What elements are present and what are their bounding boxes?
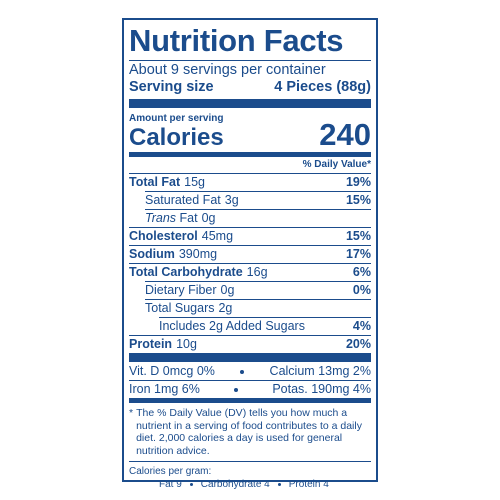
bullet — [277, 483, 281, 486]
daily-value-header: % Daily Value* — [302, 159, 371, 170]
nutrient-text: Saturated Fat 3g — [145, 192, 239, 209]
calories-per-gram-item: Fat 9 — [159, 479, 182, 490]
nutrient-row: Total Fat 15g 19% — [129, 173, 371, 191]
nutrient-dv: 4% — [352, 319, 371, 333]
vitamin-row: Iron 1mg 6% Potas. 190mg 4% — [129, 380, 371, 398]
nutrient-text: Protein 10g — [129, 336, 197, 353]
calories-row: Calories 240 — [129, 117, 371, 152]
nutrient-amount: 2g — [218, 301, 233, 315]
nutrient-amount: 3g — [224, 193, 239, 207]
nutrient-name: Protein — [129, 337, 173, 351]
nutrient-row: Dietary Fiber 0g 0% — [145, 281, 371, 299]
nutrient-dv: 19% — [345, 175, 371, 189]
medium-bar — [129, 398, 371, 403]
nutrient-dv: 6% — [352, 265, 371, 279]
calories-per-gram-item: Protein 4 — [288, 479, 329, 490]
calories-value: 240 — [319, 117, 371, 152]
serving-size-value: 4 Pieces (88g) — [274, 79, 371, 95]
vitamin-row: Vit. D 0mcg 0% Calcium 13mg 2% — [129, 363, 371, 380]
nutrient-name: Total Carbohydrate — [129, 265, 243, 279]
nutrient-text: Cholesterol 45mg — [129, 228, 233, 245]
nutrient-dv: 17% — [345, 247, 371, 261]
nutrient-text: Total Fat 15g — [129, 174, 205, 191]
nutrient-dv: 15% — [345, 229, 371, 243]
footnote: * The % Daily Value (DV) tells you how m… — [129, 403, 371, 461]
nutrient-name: Total Sugars — [145, 301, 215, 315]
vitamin: Calcium 13mg 2% — [269, 364, 371, 378]
nutrient-name-italic: Trans — [145, 211, 177, 225]
medium-bar — [129, 152, 371, 157]
calories-per-gram: Calories per gram: Fat 9 Carbohydrate 4 … — [129, 462, 371, 491]
nutrient-row: Includes 2g Added Sugars 4% — [159, 317, 371, 335]
nutrient-amount: 390mg — [178, 247, 218, 261]
vitamin: Vit. D 0mcg 0% — [129, 364, 215, 378]
nutrient-dv: 0% — [352, 283, 371, 297]
nutrient-row: Saturated Fat 3g 15% — [145, 191, 371, 209]
nutrient-row: Protein 10g 20% — [129, 335, 371, 353]
nutrient-amount: 45mg — [201, 229, 234, 243]
nutrient-amount: 10g — [176, 337, 197, 351]
nutrient-row: Total Carbohydrate 16g 6% — [129, 263, 371, 281]
calories-label: Calories — [129, 124, 224, 151]
nutrient-row: Cholesterol 45mg 15% — [129, 227, 371, 245]
nutrient-name: Sodium — [129, 247, 175, 261]
nutrient-name: Fat — [179, 211, 198, 225]
thick-bar — [129, 353, 371, 362]
nutrient-dv: 15% — [345, 193, 371, 207]
amount-per-serving: Amount per serving — [129, 113, 224, 124]
bullet — [240, 369, 245, 374]
divider — [129, 461, 371, 462]
nutrient-name: Total Fat — [129, 175, 181, 189]
serving-size-label: Serving size — [129, 79, 214, 95]
servings: About 9 servings per container — [129, 62, 326, 78]
divider — [129, 60, 371, 61]
serving-size-row: Serving size 4 Pieces (88g) — [129, 79, 371, 96]
nutrient-name: Dietary Fiber — [145, 283, 217, 297]
bullet — [189, 483, 193, 486]
thick-bar — [129, 99, 371, 108]
nutrient-name: Saturated Fat — [145, 193, 221, 207]
bullet — [234, 387, 239, 392]
footnote-marker: * — [129, 407, 134, 419]
title: Nutrition Facts — [129, 23, 344, 58]
calories-per-gram-items: Fat 9 Carbohydrate 4 Protein 4 — [129, 478, 371, 491]
nutrient-row: Trans Fat 0g — [145, 209, 371, 227]
nutrient-name: Cholesterol — [129, 229, 198, 243]
calories-per-gram-item: Carbohydrate 4 — [200, 479, 270, 490]
nutrient-text: Dietary Fiber 0g — [145, 282, 234, 299]
nutrient-name: Includes 2g Added Sugars — [159, 319, 305, 333]
nutrient-text: Total Carbohydrate 16g — [129, 264, 268, 281]
nutrient-text: Total Sugars 2g — [145, 300, 232, 317]
nutrient-amount: 0g — [201, 211, 216, 225]
calories-per-gram-label: Calories per gram: — [129, 466, 212, 477]
nutrient-dv: 20% — [345, 337, 371, 351]
nutrient-row: Total Sugars 2g — [145, 299, 371, 317]
nutrient-amount: 15g — [184, 175, 206, 189]
vitamin: Potas. 190mg 4% — [272, 382, 371, 396]
nutrient-text: Sodium 390mg — [129, 246, 217, 263]
nutrient-amount: 16g — [246, 265, 268, 279]
nutrient-amount: 0g — [220, 283, 235, 297]
vitamin: Iron 1mg 6% — [129, 382, 200, 396]
footnote-text: The % Daily Value (DV) tells you how muc… — [136, 407, 362, 457]
nutrient-row: Sodium 390mg 17% — [129, 245, 371, 263]
nutrient-text: Trans Fat 0g — [145, 210, 215, 227]
nutrition-label: Nutrition Facts About 9 servings per con… — [122, 18, 378, 490]
